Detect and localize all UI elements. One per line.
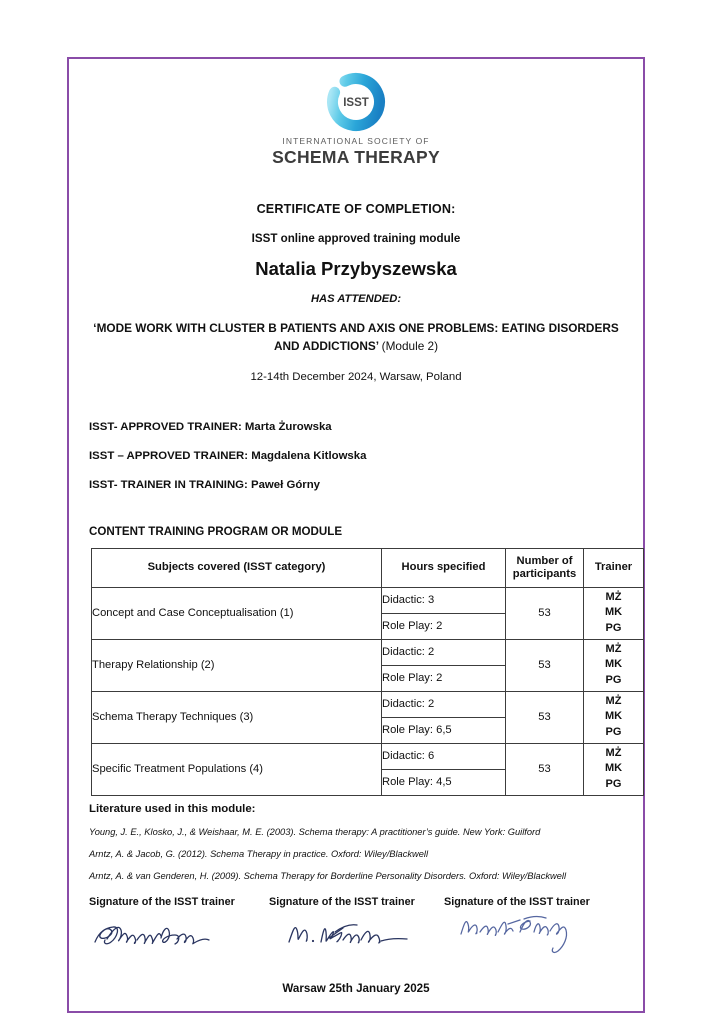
signature-block-1: Signature of the ISST trainer <box>89 896 269 956</box>
trainer-line-3: ISST- TRAINER IN TRAINING: Paweł Górny <box>89 478 320 491</box>
recipient-name: Natalia Przybyszewska <box>255 258 457 279</box>
certificate-title: CERTIFICATE OF COMPLETION: <box>256 202 456 216</box>
trainer-initial: MŻ <box>605 590 622 603</box>
has-attended-label: HAS ATTENDED: <box>310 293 402 305</box>
table-row: Role Play: 2 <box>92 612 644 640</box>
cell-role-play: Role Play: 2 <box>381 664 506 692</box>
org-line-1: INTERNATIONAL SOCIETY OF <box>282 136 430 146</box>
table-row: Specific Treatment Populations (4) Didac… <box>91 742 644 796</box>
signature-label: Signature of the ISST trainer <box>269 895 415 908</box>
module-number: (Module 2) <box>381 339 439 354</box>
trainer-initial: PG <box>605 725 622 738</box>
trainer-initial: MK <box>604 658 623 671</box>
cell-participants: 53 <box>505 742 584 796</box>
isst-logo: ISST INTERNATIONAL SOCIETY OF SCHEMA THE… <box>83 59 629 168</box>
cell-didactic: Didactic: 2 <box>381 690 506 718</box>
org-line-2: SCHEMA THERAPY <box>272 147 440 167</box>
trainer-initial: MK <box>604 606 623 619</box>
table-row: Therapy Relationship (2) Didactic: 2 53 … <box>91 638 644 692</box>
cell-subject: Therapy Relationship (2) <box>91 638 382 692</box>
signature-block-3: Signature of the ISST trainer <box>444 896 624 956</box>
content-table: Subjects covered (ISST category) Hours s… <box>91 547 644 796</box>
cell-trainers: MŻ MK PG <box>583 638 644 692</box>
trainer-initial: MŻ <box>605 694 622 707</box>
signature-row: Signature of the ISST trainer Signature … <box>83 896 629 956</box>
cell-didactic: Didactic: 2 <box>381 638 506 666</box>
col-header-trainer: Trainer <box>583 547 644 588</box>
literature-item: Arntz, A. & van Genderen, H. (2009). Sch… <box>89 870 567 881</box>
trainer-line-1: ISST- APPROVED TRAINER: Marta Żurowska <box>89 420 332 433</box>
table-header-row: Subjects covered (ISST category) Hours s… <box>91 547 644 588</box>
cell-didactic: Didactic: 6 <box>381 742 506 770</box>
signature-icon <box>460 915 568 953</box>
signature-icon <box>94 925 210 945</box>
trainer-line-2: ISST – APPROVED TRAINER: Magdalena Kitlo… <box>89 449 367 462</box>
cell-subject: Concept and Case Conceptualisation (1) <box>91 586 382 640</box>
trainer-initial: PG <box>605 777 622 790</box>
signature-label: Signature of the ISST trainer <box>89 895 235 908</box>
signature-label: Signature of the ISST trainer <box>444 895 590 908</box>
cell-subject: Schema Therapy Techniques (3) <box>91 690 382 744</box>
cell-participants: 53 <box>505 586 584 640</box>
cell-role-play: Role Play: 4,5 <box>381 768 506 796</box>
trainer-list: ISST- APPROVED TRAINER: Marta Żurowska I… <box>83 421 629 491</box>
col-header-hours: Hours specified <box>381 547 506 588</box>
trainer-initial: PG <box>605 621 622 634</box>
isst-logo-text: ISST <box>343 97 369 109</box>
table-row: Role Play: 6,5 <box>92 716 644 744</box>
cell-participants: 53 <box>505 638 584 692</box>
table-row: Role Play: 4,5 <box>92 768 644 796</box>
event-date-location: 12-14th December 2024, Warsaw, Poland <box>250 370 462 383</box>
col-header-subject: Subjects covered (ISST category) <box>91 547 382 588</box>
signature-icon <box>288 923 408 944</box>
trainer-initial: MŻ <box>605 746 622 759</box>
certificate-subtitle: ISST online approved training module <box>251 232 461 245</box>
module-title-text: ‘MODE WORK WITH CLUSTER B PATIENTS AND A… <box>93 321 619 354</box>
trainer-initial: MŻ <box>605 642 622 655</box>
cell-didactic: Didactic: 3 <box>381 586 506 614</box>
cell-trainers: MŻ MK PG <box>583 690 644 744</box>
table-row: Schema Therapy Techniques (3) Didactic: … <box>91 690 644 744</box>
trainer-initial: PG <box>605 673 622 686</box>
cell-trainers: MŻ MK PG <box>583 586 644 640</box>
footer-place-date: Warsaw 25th January 2025 <box>282 982 430 995</box>
cell-subject: Specific Treatment Populations (4) <box>91 742 382 796</box>
certificate-page: ISST INTERNATIONAL SOCIETY OF SCHEMA THE… <box>67 57 645 1013</box>
cell-trainers: MŻ MK PG <box>583 742 644 796</box>
trainer-initial: MK <box>604 710 623 723</box>
cell-role-play: Role Play: 2 <box>381 612 506 640</box>
literature-heading: Literature used in this module: <box>89 802 256 815</box>
module-title: ‘MODE WORK WITH CLUSTER B PATIENTS AND A… <box>83 319 629 356</box>
trainer-initial: MK <box>604 762 623 775</box>
literature-item: Young, J. E., Klosko, J., & Weishaar, M.… <box>89 826 541 837</box>
signature-block-2: Signature of the ISST trainer <box>269 896 444 956</box>
cell-participants: 53 <box>505 690 584 744</box>
content-section-heading: CONTENT TRAINING PROGRAM OR MODULE <box>89 524 343 538</box>
table-row: Concept and Case Conceptualisation (1) D… <box>91 586 644 640</box>
literature-item: Arntz, A. & Jacob, G. (2012). Schema The… <box>89 848 429 859</box>
cell-role-play: Role Play: 6,5 <box>381 716 506 744</box>
isst-ring-icon: ISST <box>327 73 385 131</box>
col-header-participants: Number of participants <box>505 547 584 588</box>
